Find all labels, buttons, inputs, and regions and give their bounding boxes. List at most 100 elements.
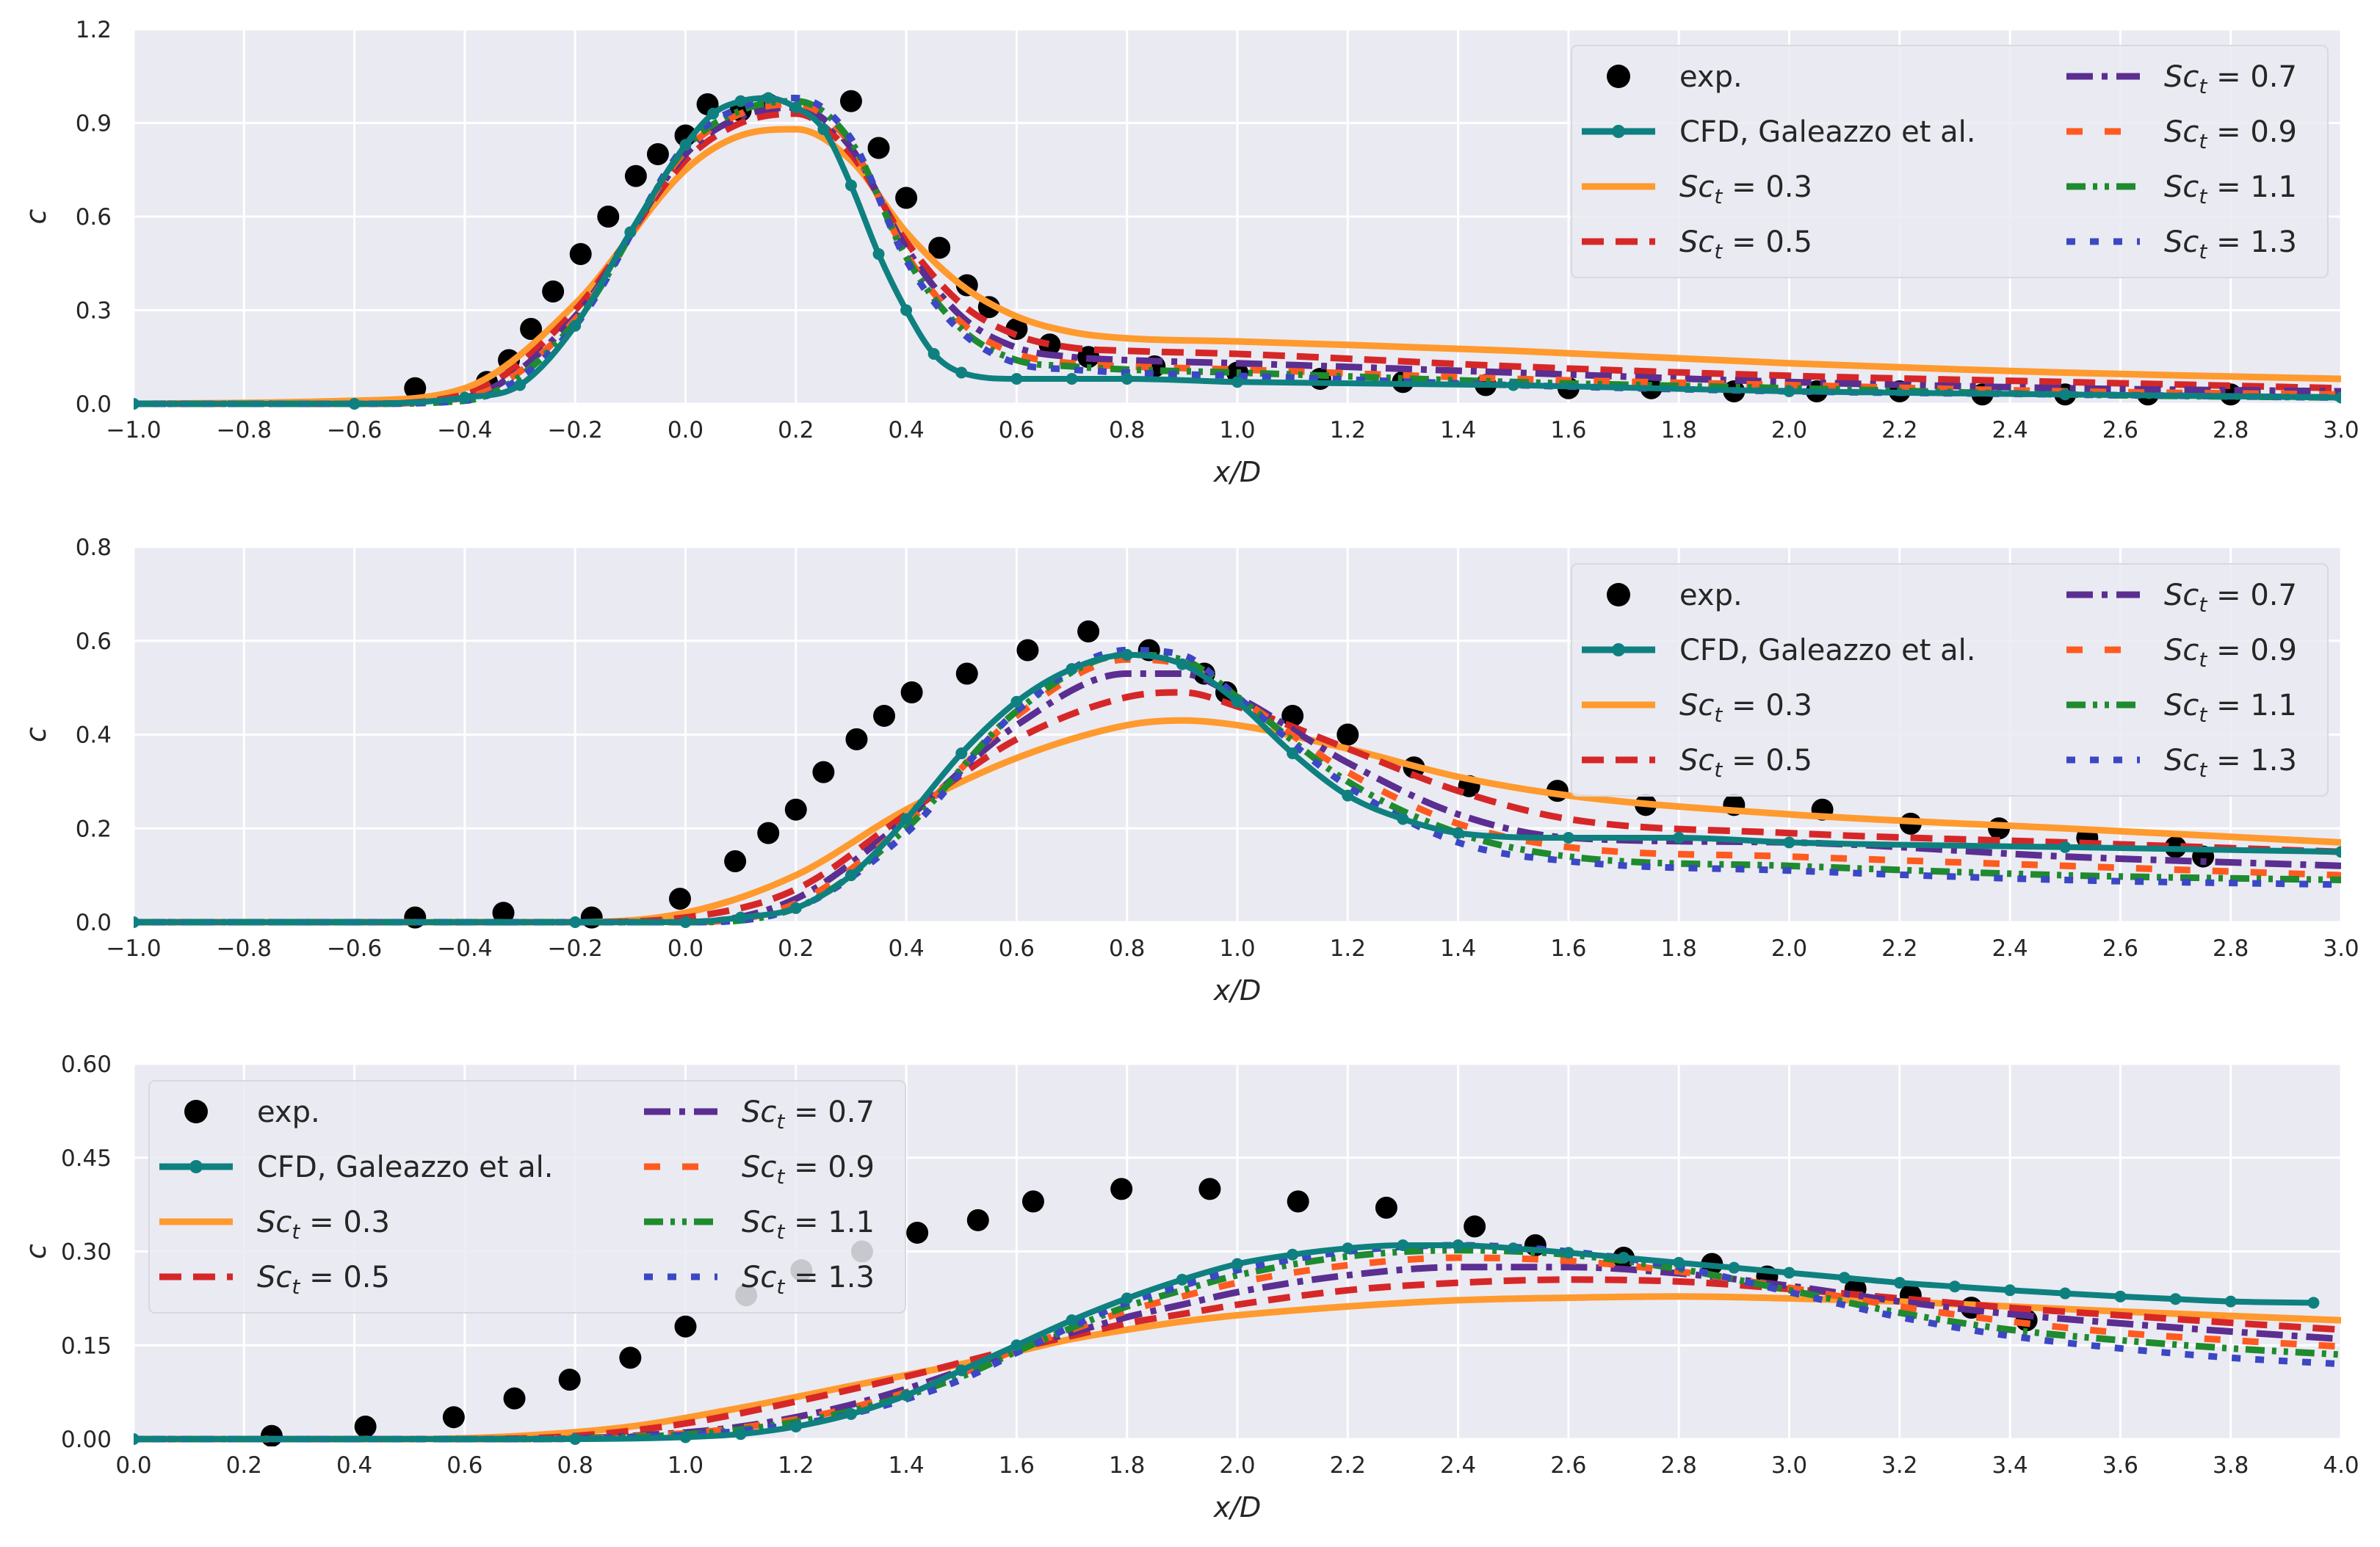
x-tick-label: 1.4 (1440, 935, 1476, 962)
exp-point (1038, 333, 1061, 356)
y-tick-label: 0.60 (61, 1051, 112, 1078)
x-axis-label: x/D (1213, 974, 1262, 1007)
legend-label-sc13: Sct = 1.3 (2164, 225, 2297, 264)
exp-point (812, 761, 835, 783)
y-axis-label: c (20, 1244, 52, 1259)
x-tick-label: 1.0 (1219, 417, 1255, 443)
exp-point (442, 1406, 465, 1429)
cfd-marker (1893, 1277, 1906, 1289)
x-tick-label: 2.6 (2102, 935, 2138, 962)
legend-label-sc11: Sct = 1.1 (742, 1206, 875, 1244)
cfd-marker (2335, 846, 2341, 858)
y-tick-label: 1.2 (76, 17, 112, 43)
exp-point (1198, 1178, 1221, 1200)
x-tick-label: 2.0 (1771, 935, 1807, 962)
legend-marker-cfd (1612, 643, 1625, 656)
y-tick-label: 0.0 (76, 391, 112, 418)
cfd-marker (1342, 789, 1354, 802)
cfd-marker (1066, 1314, 1078, 1327)
legend-box (148, 1080, 906, 1314)
exp-point (867, 137, 890, 159)
exp-point (784, 798, 807, 821)
legend-label-sc13: Sct = 1.3 (742, 1261, 875, 1299)
x-tick-label: 2.6 (2102, 417, 2138, 443)
legend-label-exp: exp. (1679, 579, 1743, 612)
legend-label-sc05: Sct = 0.5 (257, 1261, 390, 1299)
x-tick-label: 1.6 (1550, 417, 1586, 443)
y-tick-label: 0.00 (61, 1427, 112, 1453)
cfd-marker (2307, 1297, 2320, 1309)
series-line-sc13 (134, 1242, 2341, 1443)
legend-label-sc03: Sct = 0.3 (257, 1206, 390, 1244)
cfd-marker (1673, 832, 1685, 844)
exp-point (597, 206, 620, 228)
panel-3: 0.0 0.2 0.4 0.6 0.8 1.0 1.2 1.4 1.6 1.8 2.0 2.2 2.4 2… (20, 1051, 2359, 1524)
series-line-sc03 (134, 1293, 2341, 1443)
cfd-marker (1783, 836, 1795, 849)
x-tick-label: 2.4 (1992, 417, 2028, 443)
y-tick-label: 0.0 (76, 910, 112, 936)
cfd-marker (1452, 827, 1464, 839)
x-tick-label: 0.6 (446, 1452, 482, 1479)
cfd-marker (844, 1407, 857, 1420)
x-tick-label: 0.8 (1109, 417, 1145, 443)
x-tick-label: 3.0 (2323, 935, 2359, 962)
cfd-marker (1728, 1261, 1740, 1274)
exp-point (520, 318, 543, 340)
x-tick-label: 1.0 (1219, 935, 1255, 962)
cfd-marker (348, 398, 361, 410)
x-tick-label: 1.4 (1440, 417, 1476, 443)
cfd-marker (1066, 663, 1078, 675)
plot-area (134, 1178, 2341, 1446)
cfd-marker (1342, 1242, 1354, 1255)
series-line-sc05 (134, 1276, 2341, 1443)
x-tick-label: 0.2 (778, 935, 814, 962)
exp-point (668, 888, 691, 910)
y-axis-label: c (20, 727, 52, 742)
legend: exp. CFD, Galeazzo et al. Sct = 0.3 Sct = 0… (1571, 45, 2329, 278)
cfd-marker (844, 869, 857, 882)
cfd-marker (1121, 648, 1133, 661)
y-tick-label: 0.6 (76, 204, 112, 231)
series-line-sc11 (134, 651, 2341, 926)
cfd-marker (1231, 1258, 1243, 1270)
exp-point (404, 377, 427, 399)
legend-label-sc07: Sct = 0.7 (742, 1095, 875, 1134)
x-tick-label: 1.2 (1330, 417, 1366, 443)
x-tick-label: 3.0 (1771, 1452, 1807, 1479)
cfd-marker (1287, 747, 1299, 760)
cfd-marker (1121, 373, 1133, 385)
cfd-marker (679, 916, 692, 928)
cfd-marker (1673, 1256, 1685, 1269)
x-tick-label: 1.8 (1661, 417, 1697, 443)
cfd-marker (134, 916, 140, 928)
x-tick-label: −0.8 (217, 935, 272, 962)
x-tick-label: 1.8 (1109, 1452, 1145, 1479)
series-line-sc05 (134, 110, 2341, 407)
panel-2: −1.0 −0.8 −0.6 −0.4 −0.2 0.0 0.2 0.4 0.6 0.8 1.0 1.… (20, 535, 2359, 1007)
y-tick-label: 0.15 (61, 1333, 112, 1359)
legend-box (1571, 45, 2329, 278)
legend-label-sc11: Sct = 1.1 (2164, 689, 2297, 727)
exp-point (492, 902, 515, 924)
x-tick-label: 3.6 (2102, 1452, 2138, 1479)
x-tick-label: 2.8 (1661, 1452, 1697, 1479)
exp-point (1021, 1190, 1044, 1213)
x-tick-label: 2.4 (1992, 935, 2028, 962)
x-tick-label: 3.8 (2213, 1452, 2249, 1479)
cfd-marker (2059, 841, 2072, 853)
cfd-marker (955, 1364, 968, 1377)
x-tick-label: 0.4 (336, 1452, 372, 1479)
cfd-marker (569, 319, 582, 332)
x-tick-label: 1.8 (1661, 935, 1697, 962)
series-line-sc11 (134, 1247, 2341, 1443)
legend-label-cfd: CFD, Galeazzo et al. (1679, 115, 1975, 149)
cfd-marker (1397, 1239, 1409, 1251)
cfd-marker (734, 95, 747, 107)
series-line-sc03 (134, 126, 2341, 407)
y-tick-label: 0.30 (61, 1239, 112, 1266)
legend-label-sc11: Sct = 1.1 (2164, 170, 2297, 209)
cfd-marker (844, 179, 857, 192)
x-tick-label: 0.8 (1109, 935, 1145, 962)
